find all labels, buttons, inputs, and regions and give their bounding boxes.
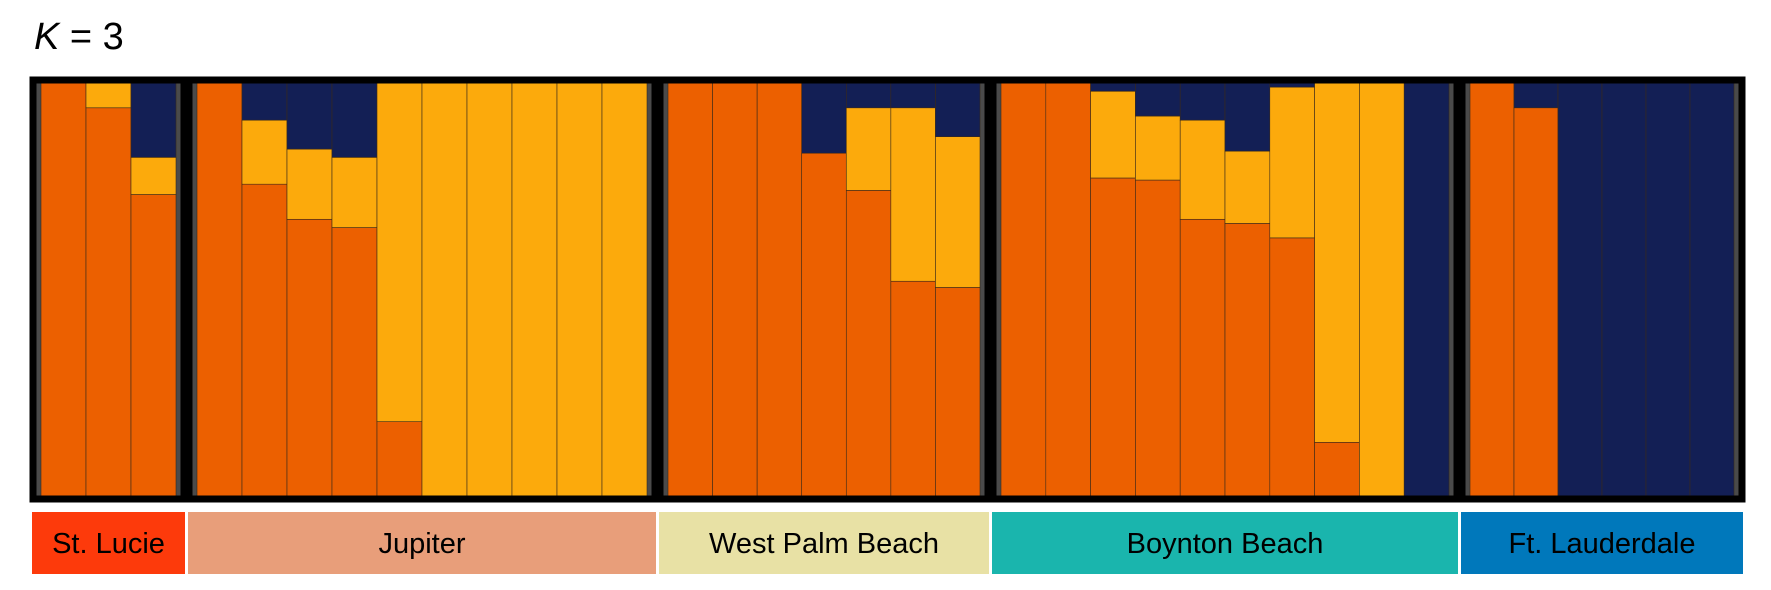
bar-segment-boynton-beach-ind4-cluster3 [1135,82,1181,117]
bar-segment-jupiter-ind7-cluster2 [466,82,513,497]
bar-segment-west-palm-beach-ind2-cluster1 [712,82,758,497]
bar-segment-boynton-beach-ind6-cluster3 [1224,82,1271,152]
bar-segment-boynton-beach-ind6-cluster2 [1224,150,1271,224]
bar-segment-west-palm-beach-ind7-cluster1 [935,287,981,497]
population-frames [29,76,1746,503]
bar-segment-boynton-beach-ind6-cluster1 [1224,223,1271,497]
bar-segment-boynton-beach-ind1-cluster1 [1000,82,1047,497]
bar-segment-boynton-beach-ind3-cluster1 [1090,177,1136,497]
bar-segment-boynton-beach-ind7-cluster3 [1269,82,1315,88]
bar-segment-st-lucie-ind3-cluster3 [130,82,177,158]
bar-segment-boynton-beach-ind7-cluster2 [1269,86,1315,239]
bar-segment-st-lucie-ind2-cluster2 [85,82,132,109]
bar-segment-jupiter-ind10-cluster2 [601,82,648,497]
population-label-west-palm-beach: West Palm Beach [709,528,939,560]
bar-segment-boynton-beach-ind7-cluster1 [1269,237,1315,497]
bar-segment-west-palm-beach-ind1-cluster1 [667,82,713,497]
population-labels: St. Lucie Jupiter West Palm Beach Boynton B… [32,512,1743,574]
bar-segment-jupiter-ind4-cluster1 [331,227,378,497]
bar-segment-jupiter-ind5-cluster1 [376,421,423,497]
bar-segment-boynton-beach-ind10-cluster3 [1403,82,1450,497]
bar-segment-west-palm-beach-ind7-cluster2 [935,136,981,288]
population-label-box-st-lucie [32,512,185,574]
bar-segment-ft-lauderdale-ind5-cluster3 [1645,82,1691,497]
bar-segment-jupiter-ind5-cluster2 [376,82,423,422]
bar-segment-boynton-beach-ind3-cluster3 [1090,82,1136,92]
bar-segment-jupiter-ind3-cluster1 [286,218,333,497]
bar-segment-jupiter-ind1-cluster1 [196,82,243,497]
bar-segment-jupiter-ind4-cluster2 [331,157,378,228]
bar-segment-boynton-beach-ind8-cluster1 [1314,442,1360,497]
bar-segment-jupiter-ind3-cluster2 [286,148,333,220]
population-label-box-jupiter [188,512,656,574]
bar-segment-boynton-beach-ind8-cluster2 [1314,82,1360,443]
bar-segment-west-palm-beach-ind6-cluster3 [890,82,936,109]
bar-segment-west-palm-beach-ind6-cluster2 [890,107,936,282]
bar-segment-west-palm-beach-ind7-cluster3 [935,82,981,137]
bar-segment-st-lucie-ind2-cluster1 [85,107,132,497]
population-frame-jupiter [185,76,659,503]
population-label-box-west-palm-beach [659,512,989,574]
bar-segment-west-palm-beach-ind4-cluster1 [801,152,847,497]
bar-segment-boynton-beach-ind5-cluster2 [1179,119,1226,220]
bar-segment-st-lucie-ind3-cluster2 [130,157,177,195]
bar-segment-ft-lauderdale-ind3-cluster3 [1557,82,1603,497]
population-label-ft-lauderdale: Ft. Lauderdale [1508,528,1695,560]
population-frame-st-lucie [29,76,188,503]
title-k-variable: K [34,16,61,58]
population-label-jupiter: Jupiter [378,528,465,560]
population-frame-boynton-beach [989,76,1461,503]
bar-segment-west-palm-beach-ind5-cluster2 [845,107,892,191]
bar-segment-ft-lauderdale-ind6-cluster3 [1689,82,1735,497]
chart-title: K = 3 [34,16,124,58]
bar-segment-st-lucie-ind1-cluster1 [40,82,87,497]
bar-segment-ft-lauderdale-ind4-cluster3 [1601,82,1647,497]
bar-segment-jupiter-ind3-cluster3 [286,82,333,150]
bar-segment-west-palm-beach-ind5-cluster1 [845,190,892,497]
population-frame-ft-lauderdale [1458,76,1746,503]
bar-segment-boynton-beach-ind3-cluster2 [1090,90,1136,179]
bar-segment-jupiter-ind9-cluster2 [556,82,603,497]
bar-segment-jupiter-ind8-cluster2 [511,82,558,497]
title-k-value: = 3 [59,16,123,58]
bar-segment-ft-lauderdale-ind2-cluster1 [1513,107,1559,497]
bar-segment-jupiter-ind2-cluster2 [241,119,288,185]
bar-segment-jupiter-ind2-cluster3 [241,82,288,121]
bar-segment-west-palm-beach-ind4-cluster3 [801,82,847,154]
bar-segment-boynton-beach-ind9-cluster2 [1359,82,1405,497]
bar-segment-west-palm-beach-ind3-cluster1 [756,82,803,497]
bar-segment-boynton-beach-ind5-cluster1 [1179,218,1226,497]
population-label-box-ft-lauderdale [1461,512,1743,574]
bar-segment-st-lucie-ind3-cluster1 [130,194,177,497]
bar-segment-boynton-beach-ind2-cluster1 [1045,82,1091,497]
bars-layer [33,80,1742,499]
bar-segment-jupiter-ind4-cluster3 [331,82,378,158]
bar-segment-ft-lauderdale-ind2-cluster3 [1513,82,1559,109]
population-label-st-lucie: St. Lucie [52,528,165,560]
population-label-boynton-beach: Boynton Beach [1127,528,1324,560]
bar-segment-boynton-beach-ind4-cluster2 [1135,115,1181,181]
bar-segment-jupiter-ind6-cluster2 [421,82,468,497]
population-frame-west-palm-beach [656,76,992,503]
bar-segment-west-palm-beach-ind5-cluster3 [845,82,892,109]
bar-segment-boynton-beach-ind4-cluster1 [1135,179,1181,497]
bar-segment-ft-lauderdale-ind1-cluster1 [1469,82,1515,497]
bar-segment-jupiter-ind2-cluster1 [241,183,288,497]
population-label-box-boynton-beach [992,512,1458,574]
bar-segment-west-palm-beach-ind6-cluster1 [890,280,936,497]
bar-segment-boynton-beach-ind5-cluster3 [1179,82,1226,121]
